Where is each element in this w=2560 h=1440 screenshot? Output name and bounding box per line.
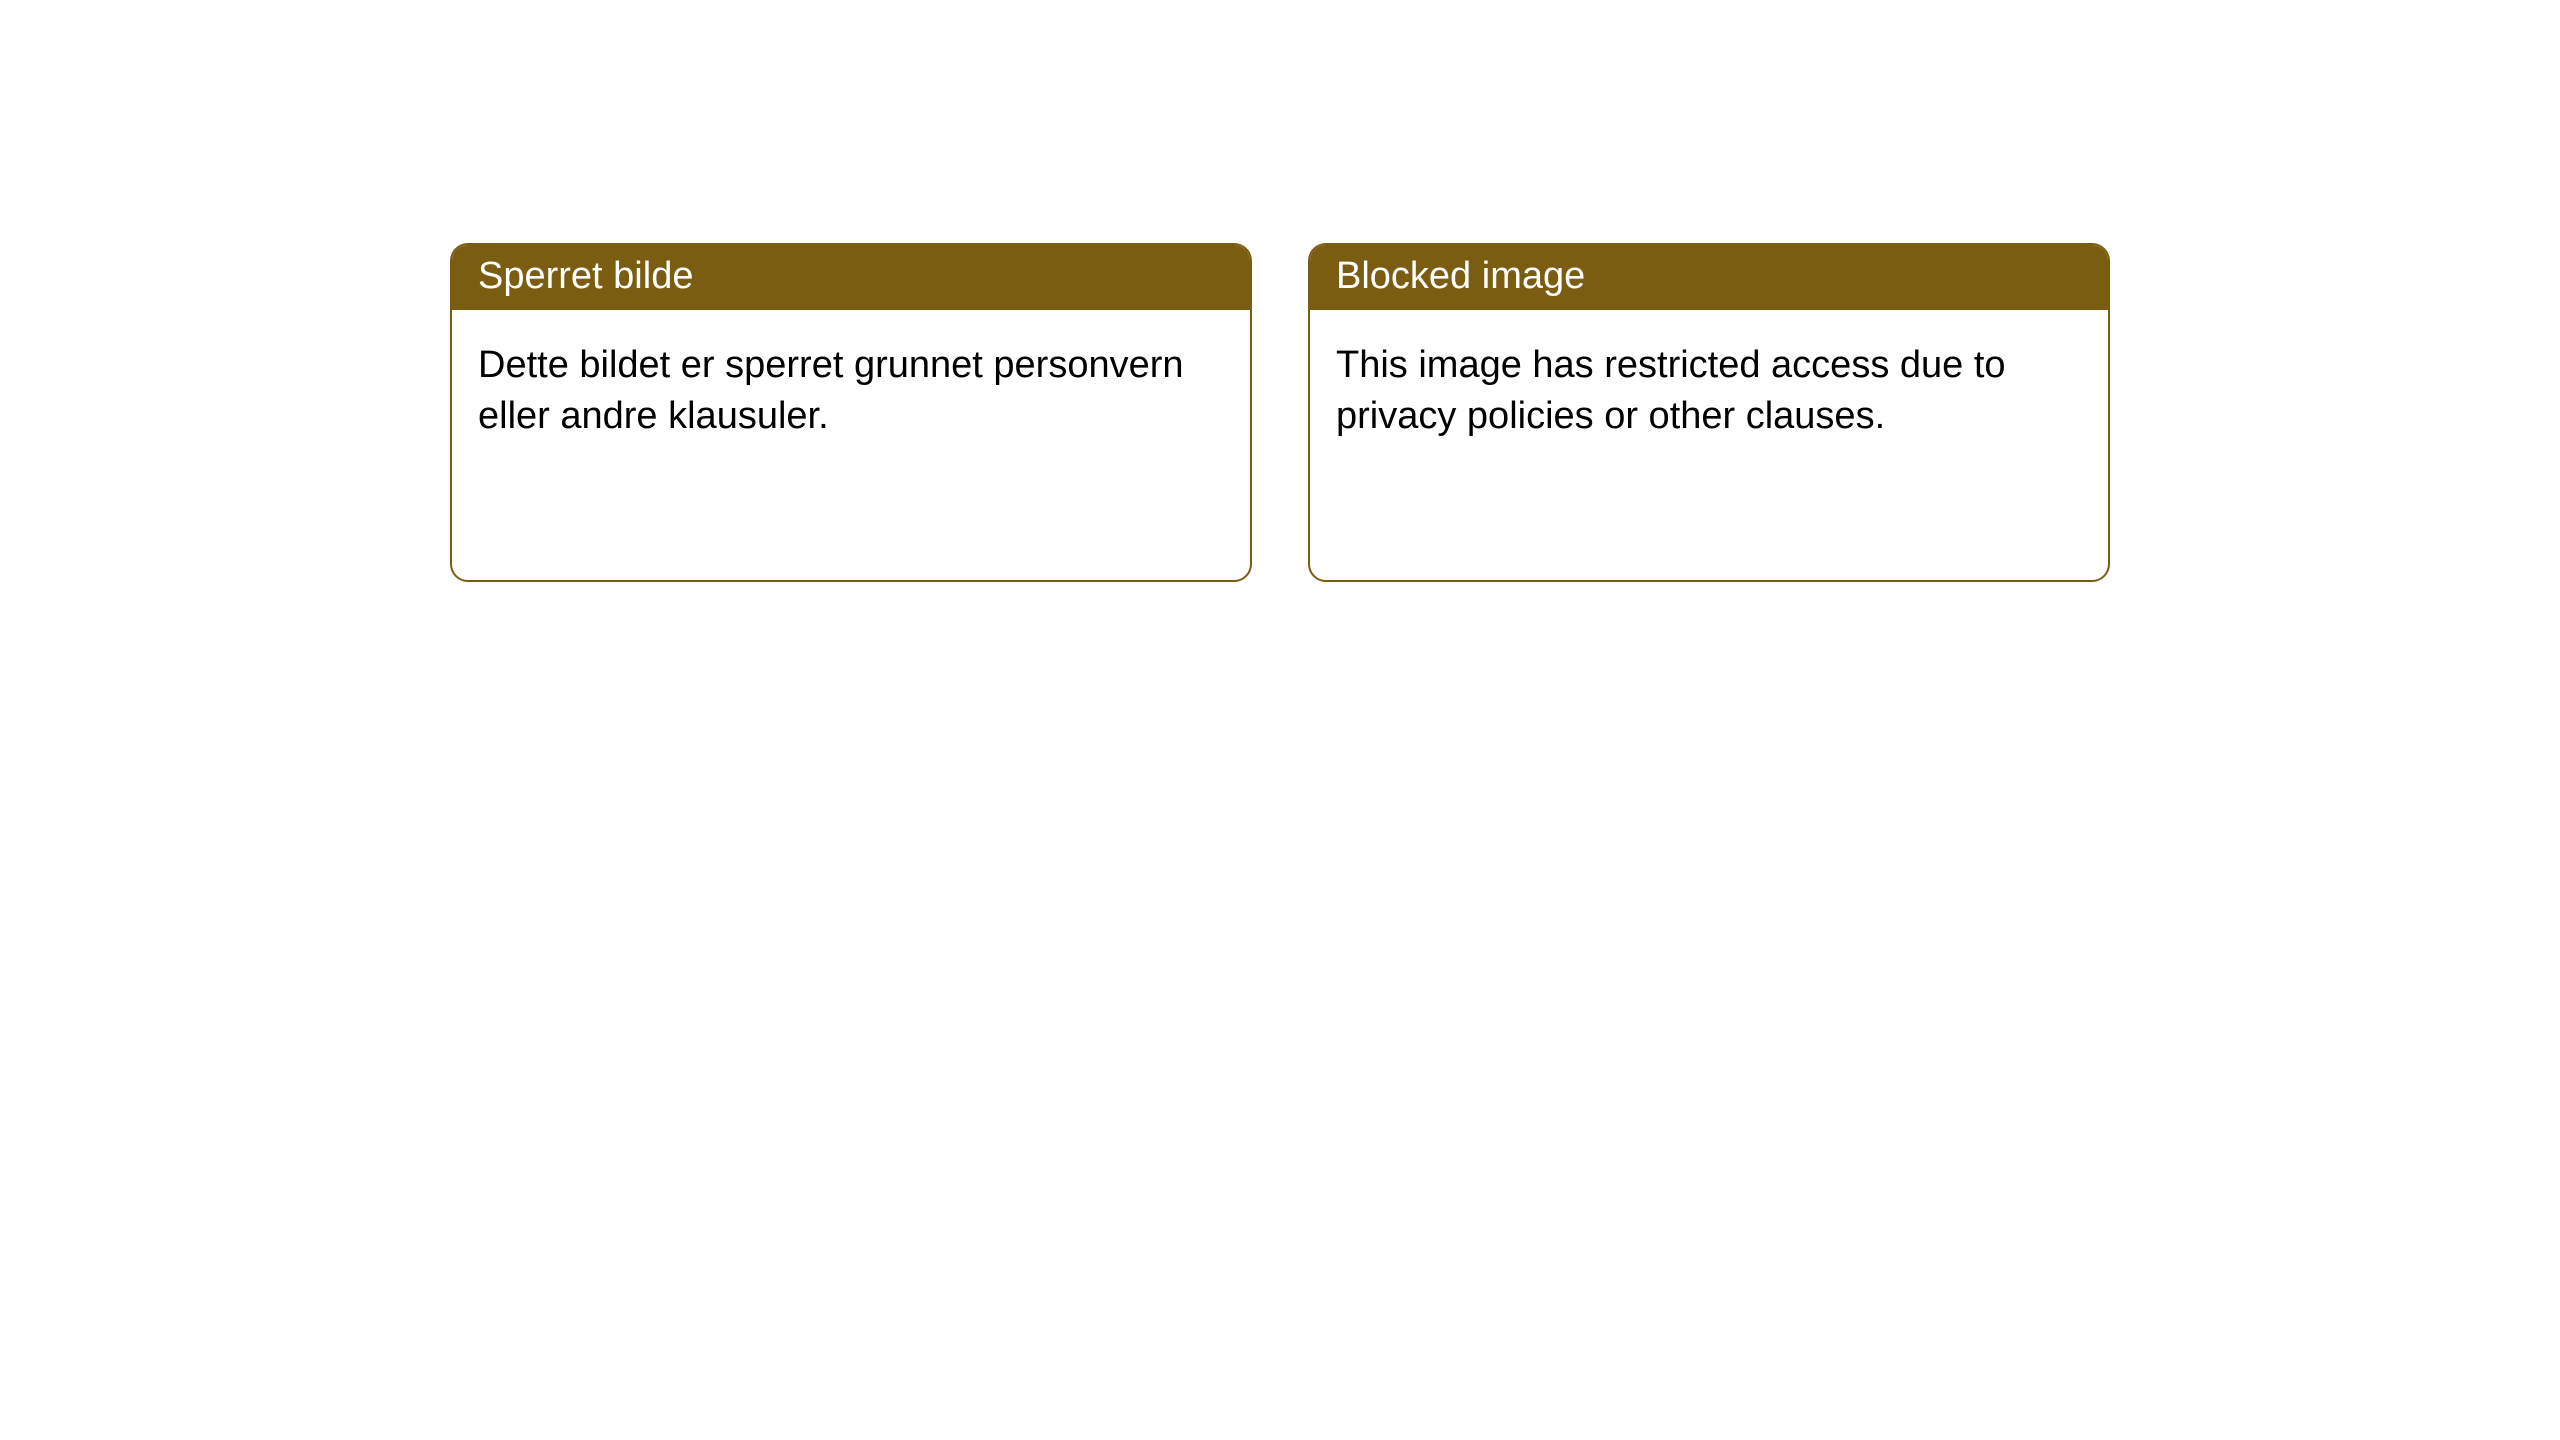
notice-body: Dette bildet er sperret grunnet personve… [452, 310, 1250, 580]
notice-body-text: Dette bildet er sperret grunnet personve… [478, 344, 1184, 437]
notice-title: Blocked image [1336, 255, 1585, 297]
notice-card-norwegian: Sperret bilde Dette bildet er sperret gr… [450, 243, 1252, 582]
notice-title: Sperret bilde [478, 255, 693, 297]
notice-body-text: This image has restricted access due to … [1336, 344, 2006, 437]
notice-container: Sperret bilde Dette bildet er sperret gr… [450, 243, 2110, 582]
notice-header: Sperret bilde [452, 245, 1250, 310]
notice-header: Blocked image [1310, 245, 2108, 310]
notice-body: This image has restricted access due to … [1310, 310, 2108, 580]
notice-card-english: Blocked image This image has restricted … [1308, 243, 2110, 582]
